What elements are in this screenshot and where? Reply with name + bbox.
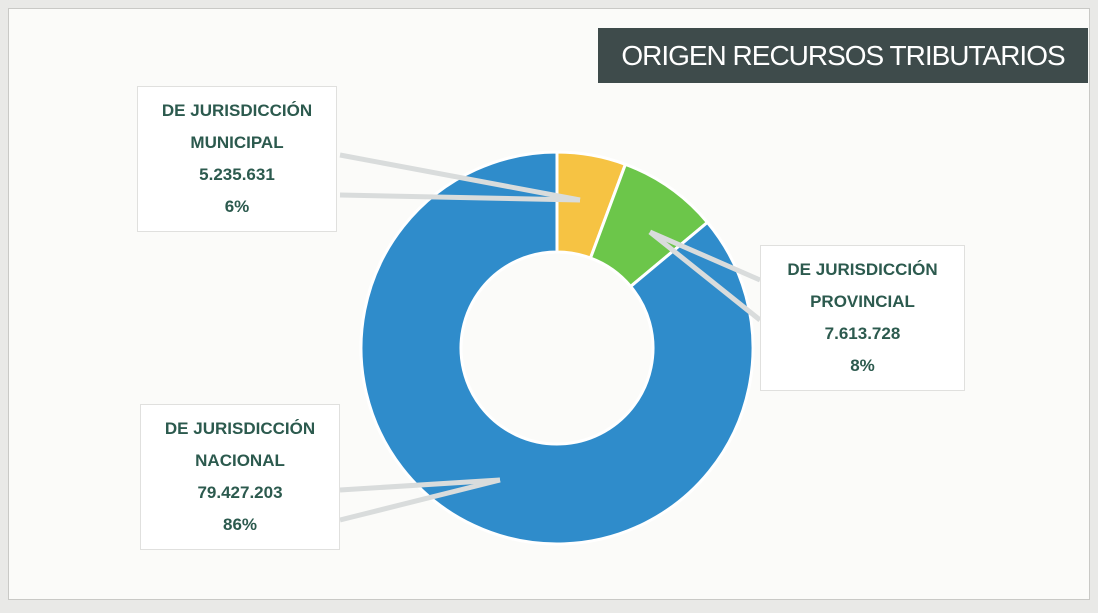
leader-line <box>649 229 761 283</box>
value-label: 7.613.728 <box>824 324 901 343</box>
data-label: DE JURISDICCIÓN PROVINCIAL 7.613.728 8% <box>760 245 965 391</box>
percentage-label: 6% <box>224 197 250 216</box>
category-label: DE JURISDICCIÓN MUNICIPAL <box>161 101 313 152</box>
chart-title: ORIGEN RECURSOS TRIBUTARIOS <box>598 28 1088 83</box>
category-label: DE JURISDICCIÓN PROVINCIAL <box>787 260 938 311</box>
data-label: DE JURISDICCIÓN NACIONAL 79.427.203 86% <box>140 404 340 550</box>
leader-line <box>648 230 762 322</box>
leader-lines <box>339 152 762 523</box>
slices <box>359 150 755 546</box>
category-label: DE JURISDICCIÓN NACIONAL <box>164 419 316 470</box>
percentage-label: 8% <box>850 356 875 375</box>
leader-line <box>339 477 501 523</box>
value-label: 5.235.631 <box>199 165 275 184</box>
leader-line <box>339 192 581 203</box>
value-label: 79.427.203 <box>197 483 283 502</box>
data-label: DE JURISDICCIÓN MUNICIPAL 5.235.631 6% <box>137 86 337 232</box>
leader-line <box>339 477 501 493</box>
percentage-label: 86% <box>222 515 258 534</box>
leader-line <box>339 152 581 203</box>
